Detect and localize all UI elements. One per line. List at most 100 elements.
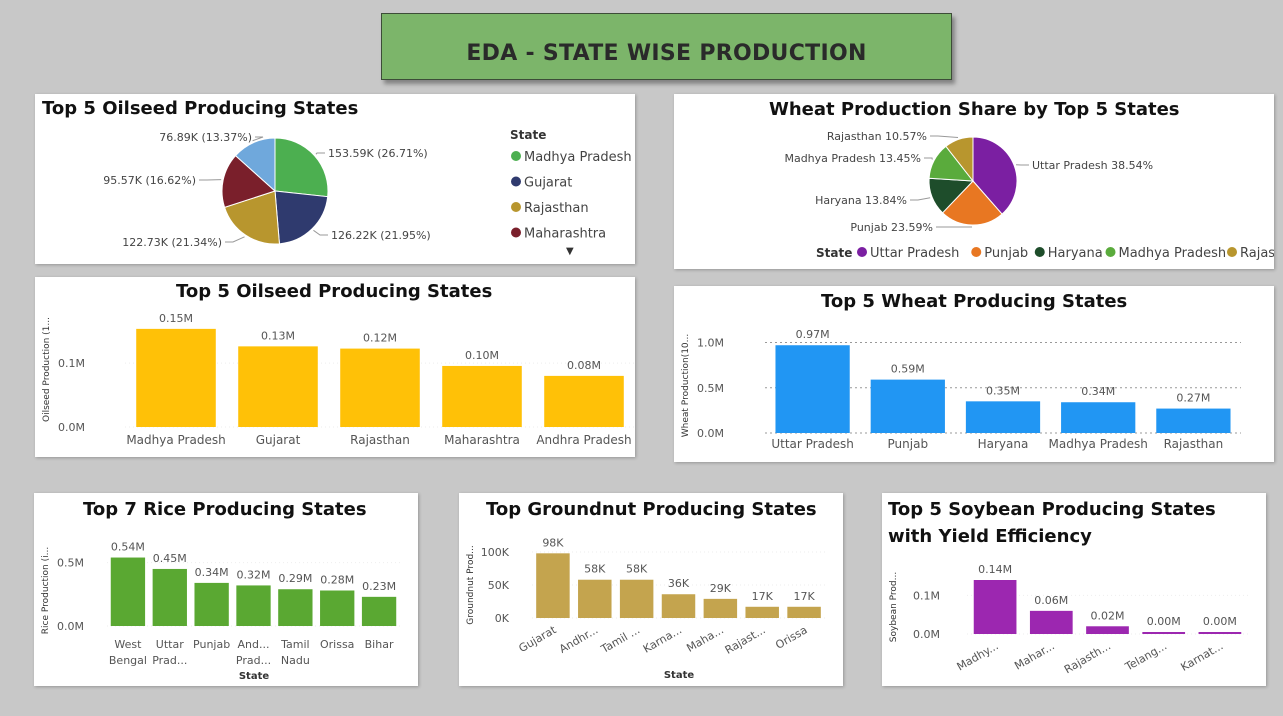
legend-item-haryana: Haryana bbox=[1048, 246, 1103, 261]
bar-data-label: 17K bbox=[752, 590, 774, 603]
bar-punjab bbox=[870, 379, 945, 433]
wheat-pie-panel[interactable]: Wheat Production Share by Top 5 States U… bbox=[674, 94, 1274, 269]
bar-data-label: 0.32M bbox=[237, 568, 271, 581]
y-axis-label: Groundnut Prod... bbox=[466, 545, 476, 624]
bar-punjab bbox=[194, 582, 229, 626]
pie-data-label: 76.89K (13.37%) bbox=[159, 131, 252, 144]
oilseed-pie-chart: 153.59K (26.71%) 126.22K (21.95%) 122.73K … bbox=[103, 128, 631, 249]
x-tick-label: Bengal bbox=[109, 654, 147, 667]
x-tick-label: Andhr... bbox=[557, 623, 600, 655]
bar-data-label: 0.45M bbox=[153, 552, 187, 565]
bar-and-prad bbox=[236, 585, 271, 626]
groundnut-bar-title: Top Groundnut Producing States bbox=[486, 499, 817, 520]
rice-bar-chart: Rice Production (i... 0.0M 0.5M 0.54M West Be… bbox=[41, 541, 400, 682]
bar-uttar-pradesh bbox=[775, 345, 850, 433]
pie-slice-punjab bbox=[941, 180, 1003, 226]
bar-telang bbox=[1142, 632, 1186, 634]
y-axis-label: Soybean Prod... bbox=[889, 572, 899, 642]
bar-data-label: 58K bbox=[626, 563, 648, 576]
bar-mahar bbox=[1029, 610, 1073, 634]
soybean-bar-panel[interactable]: Top 5 Soybean Producing States with Yiel… bbox=[882, 493, 1266, 686]
wheat-pie-chart: Uttar Pradesh 38.54% Punjab 23.59% Haryana… bbox=[784, 130, 1274, 261]
legend-item-uttar-pradesh: Uttar Pradesh bbox=[870, 246, 959, 261]
x-tick-label: Tamil ... bbox=[598, 623, 642, 656]
x-tick-label: Orissa bbox=[773, 623, 809, 651]
bar-data-label: 0.34M bbox=[195, 566, 229, 579]
soybean-bar-chart: Soybean Prod... 0.0M 0.1M 0.14M Madhy... 0.06… bbox=[889, 563, 1248, 676]
legend-marker-haryana bbox=[1034, 247, 1045, 257]
bar-karna bbox=[661, 594, 696, 618]
bar-data-label: 0.00M bbox=[1203, 615, 1237, 628]
bar-tamil bbox=[619, 579, 654, 618]
bar-tamil-nadu bbox=[278, 589, 313, 626]
pie-leader-line bbox=[910, 197, 931, 201]
legend-marker-rajasthan bbox=[511, 202, 521, 212]
bar-data-label: 0.54M bbox=[111, 541, 145, 554]
pie-leader-line bbox=[924, 157, 933, 160]
x-tick-label: Madhya Pradesh bbox=[1049, 437, 1148, 451]
bar-data-label: 0.27M bbox=[1176, 392, 1210, 405]
groundnut-bar-chart: Groundnut Prod... 0K 50K 100K 98K Gujarat 58K A… bbox=[466, 536, 825, 681]
x-tick-label: Maharashtra bbox=[444, 433, 520, 447]
x-tick-label: Uttar bbox=[156, 638, 184, 651]
x-tick-label: West bbox=[114, 638, 142, 651]
y-tick-label: 1.0M bbox=[697, 337, 724, 350]
bar-rajast bbox=[745, 606, 779, 618]
bar-maharashtra bbox=[442, 365, 522, 427]
pie-data-label: Uttar Pradesh 38.54% bbox=[1032, 159, 1153, 172]
bar-data-label: 0.00M bbox=[1147, 615, 1181, 628]
bar-rajasthan bbox=[340, 348, 420, 427]
groundnut-bar-panel[interactable]: Top Groundnut Producing States Groundnut… bbox=[459, 493, 843, 686]
x-tick-label: Gujarat bbox=[256, 433, 301, 447]
bar-data-label: 0.13M bbox=[261, 329, 295, 342]
bar-madhya-pradesh bbox=[136, 328, 216, 427]
legend-item-punjab: Punjab bbox=[984, 246, 1028, 261]
y-tick-label: 0.0M bbox=[57, 620, 84, 633]
legend-item-maharashtra: Maharashtra bbox=[524, 227, 606, 242]
oilseed-pie-title: Top 5 Oilseed Producing States bbox=[42, 98, 359, 119]
pie-data-label: 126.22K (21.95%) bbox=[331, 229, 431, 242]
pie-slice-gujarat bbox=[274, 190, 329, 245]
legend-item-gujarat: Gujarat bbox=[524, 176, 572, 191]
pie-data-label: Haryana 13.84% bbox=[815, 194, 907, 207]
legend-marker-madhya-pradesh bbox=[511, 151, 521, 161]
rice-bar-title: Top 7 Rice Producing States bbox=[83, 499, 367, 520]
wheat-bar-panel[interactable]: Top 5 Wheat Producing States Wheat Produ… bbox=[674, 286, 1274, 462]
x-tick-label: Bihar bbox=[365, 638, 394, 651]
pie-leader-line bbox=[313, 229, 328, 236]
bar-data-label: 0.14M bbox=[978, 563, 1012, 576]
bar-karnat bbox=[1198, 632, 1242, 634]
bar-west-bengal bbox=[110, 557, 146, 626]
wheat-bar-title: Top 5 Wheat Producing States bbox=[821, 291, 1128, 312]
legend-marker-punjab bbox=[971, 247, 982, 257]
x-tick-label: Mahar... bbox=[1012, 639, 1057, 672]
bar-rajasthan bbox=[1156, 408, 1231, 433]
bar-madhy bbox=[973, 580, 1017, 634]
pie-slice-uttar-pradesh bbox=[972, 136, 1018, 215]
oilseed-pie-panel[interactable]: Top 5 Oilseed Producing States 153.59K (… bbox=[35, 94, 635, 264]
x-tick-label: Rajasth... bbox=[1062, 639, 1113, 676]
bar-haryana bbox=[965, 401, 1041, 433]
rice-bar-panel[interactable]: Top 7 Rice Producing States Rice Product… bbox=[34, 493, 418, 686]
pie-slice-madhya-pradesh bbox=[274, 137, 329, 198]
legend-scroll-down-icon[interactable]: ▼ bbox=[566, 246, 574, 257]
x-axis-label: State bbox=[664, 670, 695, 681]
y-axis-label: Oilseed Production (1... bbox=[42, 317, 52, 422]
bar-data-label: 0.35M bbox=[986, 384, 1020, 397]
soybean-bar-title-line-2: with Yield Efficiency bbox=[888, 526, 1092, 547]
wheat-pie-title: Wheat Production Share by Top 5 States bbox=[769, 99, 1180, 120]
x-axis-label: State bbox=[239, 671, 270, 682]
oilseed-bar-panel[interactable]: Top 5 Oilseed Producing States Oilseed P… bbox=[35, 277, 635, 457]
x-tick-label: Uttar Pradesh bbox=[771, 437, 853, 451]
y-tick-label: 0.0M bbox=[913, 628, 940, 641]
legend-marker-madhya-pradesh bbox=[1105, 247, 1116, 257]
y-tick-label: 50K bbox=[488, 579, 510, 592]
bar-data-label: 0.08M bbox=[567, 359, 601, 372]
bar-data-label: 0.15M bbox=[159, 312, 193, 325]
bar-data-label: 0.10M bbox=[465, 349, 499, 362]
y-tick-label: 0.0M bbox=[58, 421, 85, 434]
y-tick-label: 0.1M bbox=[913, 589, 940, 602]
x-tick-label: Gujarat bbox=[517, 623, 559, 655]
legend-item-rajasthan: Rajasthan bbox=[524, 201, 589, 216]
x-tick-label: Haryana bbox=[978, 437, 1029, 451]
